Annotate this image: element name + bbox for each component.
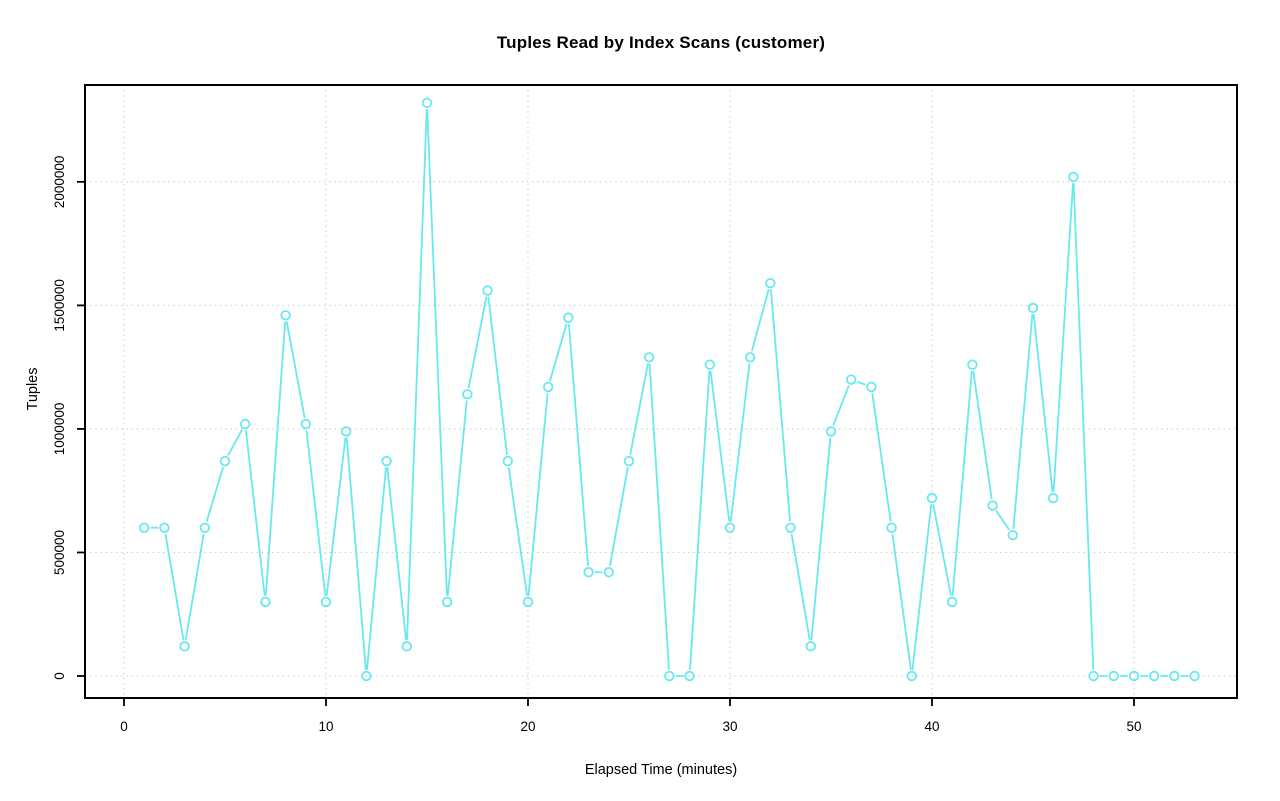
data-point-marker bbox=[1027, 302, 1039, 314]
data-point-marker bbox=[684, 670, 695, 682]
chart-title: Tuples Read by Index Scans (customer) bbox=[496, 33, 826, 52]
data-point-marker bbox=[583, 567, 594, 578]
data-point-marker bbox=[199, 522, 210, 533]
y-tick-label: 0 bbox=[52, 672, 67, 680]
data-point-marker bbox=[926, 492, 938, 504]
data-point-marker bbox=[805, 641, 816, 652]
plot-border bbox=[84, 84, 1238, 699]
data-point-marker bbox=[967, 359, 978, 370]
data-point-marker bbox=[300, 418, 311, 430]
data-point-marker bbox=[1148, 670, 1160, 682]
data-point-marker bbox=[1047, 492, 1059, 504]
data-point-marker bbox=[1088, 670, 1099, 682]
x-tick-label: 40 bbox=[924, 719, 939, 734]
data-point-marker bbox=[643, 352, 655, 363]
x-tick-label: 30 bbox=[722, 719, 737, 734]
data-point-marker bbox=[421, 97, 433, 108]
data-point-marker bbox=[825, 426, 837, 437]
data-point-marker bbox=[1108, 670, 1119, 682]
x-tick-label: 0 bbox=[120, 719, 128, 734]
y-tick-label: 1000000 bbox=[52, 403, 67, 456]
data-point-marker bbox=[522, 596, 534, 608]
data-point-marker bbox=[260, 596, 271, 608]
x-tick-label: 10 bbox=[318, 719, 333, 734]
data-point-marker bbox=[542, 381, 554, 393]
data-point-marker bbox=[239, 418, 251, 430]
data-point-marker bbox=[845, 374, 857, 385]
data-point-marker bbox=[987, 500, 998, 511]
data-point-marker bbox=[502, 455, 513, 467]
y-tick-label: 2000000 bbox=[52, 156, 67, 209]
data-point-marker bbox=[138, 522, 150, 533]
data-point-marker bbox=[886, 522, 897, 533]
data-point-marker bbox=[623, 455, 635, 467]
data-point-marker bbox=[664, 670, 675, 682]
data-point-marker bbox=[946, 596, 958, 608]
y-tick-label: 500000 bbox=[52, 530, 67, 575]
data-point-marker bbox=[1189, 670, 1200, 682]
y-tick-label: 1500000 bbox=[52, 279, 67, 332]
data-point-marker bbox=[724, 522, 736, 533]
grid-vertical-lines bbox=[123, 85, 1135, 698]
data-point-marker bbox=[1068, 171, 1079, 183]
data-point-marker bbox=[744, 352, 756, 363]
grid-horizontal-lines bbox=[85, 181, 1237, 677]
y-axis-ticks: 0 500000 1000000 1500000 2000000 bbox=[52, 156, 85, 680]
data-point-marker bbox=[704, 359, 715, 370]
x-tick-label: 20 bbox=[520, 719, 535, 734]
data-point-marker bbox=[482, 285, 493, 296]
y-axis-title: Tuples bbox=[25, 367, 41, 411]
data-point-marker bbox=[340, 426, 352, 437]
data-point-marker bbox=[785, 522, 796, 533]
data-point-marker bbox=[361, 670, 372, 682]
series-line-segments bbox=[150, 108, 1189, 677]
data-point-marker bbox=[603, 567, 614, 578]
data-point-marker bbox=[441, 596, 453, 608]
data-point-marker bbox=[765, 277, 776, 289]
data-point-marker bbox=[563, 312, 574, 323]
data-point-marker bbox=[462, 389, 473, 400]
data-point-marker bbox=[159, 522, 170, 533]
x-tick-label: 50 bbox=[1126, 719, 1141, 734]
series-markers bbox=[138, 97, 1200, 682]
x-axis-title: Elapsed Time (minutes) bbox=[584, 762, 738, 778]
data-point-marker bbox=[866, 381, 877, 393]
data-point-marker bbox=[1128, 670, 1140, 682]
data-point-marker bbox=[1169, 670, 1180, 682]
data-point-marker bbox=[1007, 529, 1018, 541]
data-point-marker bbox=[906, 670, 917, 682]
x-axis-ticks: 0 10 20 30 40 50 bbox=[120, 698, 1141, 734]
data-point-marker bbox=[219, 455, 231, 467]
data-point-marker bbox=[381, 455, 392, 467]
data-point-marker bbox=[401, 641, 412, 652]
data-point-marker bbox=[320, 596, 332, 608]
data-point-marker bbox=[179, 641, 190, 652]
data-point-marker bbox=[280, 310, 291, 321]
